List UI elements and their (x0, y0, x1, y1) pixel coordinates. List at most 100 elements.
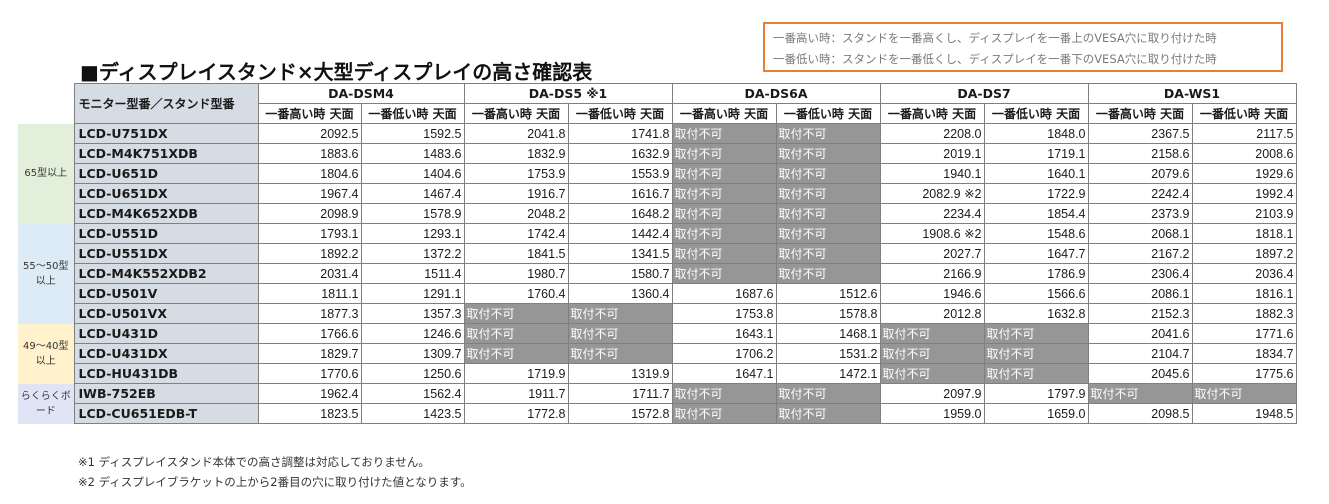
height-value: 1980.7 (463, 263, 569, 284)
unavailable-cell: 取付不可 (671, 163, 777, 184)
height-value: 1772.8 (463, 403, 569, 424)
highest-top-header: 一番高い時 天面 (879, 103, 985, 124)
legend-line-low: 一番低い時：スタンドを一番低くし、ディスプレイを一番下のVESA穴に取り付けた時 (773, 52, 1217, 66)
height-value: 1967.4 (257, 183, 362, 204)
lowest-top-header: 一番低い時 天面 (567, 103, 673, 124)
table-row: LCD-HU431DB 1770.6 1250.6 1719.9 1319.9 1647.… (18, 363, 1297, 384)
unavailable-cell: 取付不可 (567, 343, 673, 364)
height-value: 1472.1 (775, 363, 881, 384)
unavailable-cell: 取付不可 (567, 323, 673, 344)
unavailable-cell: 取付不可 (983, 363, 1089, 384)
model-name: LCD-U431DX (73, 343, 259, 364)
size-group-label: らくらくボード (18, 383, 74, 424)
height-value: 2097.9 (879, 383, 985, 404)
page-title: ■ディスプレイスタンド×大型ディスプレイの高さ確認表 (80, 60, 593, 84)
unavailable-cell: 取付不可 (775, 263, 881, 284)
height-value: 1632.9 (567, 143, 673, 164)
height-value: 1647.7 (983, 243, 1089, 264)
model-name: LCD-U501V (73, 283, 259, 304)
height-value: 1804.6 (257, 163, 362, 184)
footnotes: ※1 ディスプレイスタンド本体での高さ調整は対応しておりません。 ※2 ディスプ… (78, 452, 472, 492)
unavailable-cell: 取付不可 (671, 143, 777, 164)
stand-header: DA-DS7 (879, 83, 1089, 104)
height-value: 1246.6 (360, 323, 465, 344)
model-header: モニター型番／スタンド型番 (73, 83, 259, 124)
unavailable-cell: 取付不可 (1087, 383, 1193, 404)
height-value: 1854.4 (983, 203, 1089, 224)
footnote-2: ※2 ディスプレイブラケットの上から2番目の穴に取り付けた値となります。 (78, 475, 472, 489)
unavailable-cell: 取付不可 (463, 343, 569, 364)
height-value: 1357.3 (360, 303, 465, 324)
unavailable-cell: 取付不可 (671, 383, 777, 404)
unavailable-cell: 取付不可 (775, 203, 881, 224)
unavailable-cell: 取付不可 (671, 123, 777, 144)
height-value: 1897.2 (1191, 243, 1297, 264)
height-value: 1309.7 (360, 343, 465, 364)
height-value: 1962.4 (257, 383, 362, 404)
height-value: 1911.7 (463, 383, 569, 404)
stand-header: DA-WS1 (1087, 83, 1297, 104)
height-value: 2045.6 (1087, 363, 1193, 384)
height-value: 1467.4 (360, 183, 465, 204)
height-value: 2048.2 (463, 203, 569, 224)
height-value: 1719.1 (983, 143, 1089, 164)
height-value: 1293.1 (360, 223, 465, 244)
height-value: 1687.6 (671, 283, 777, 304)
model-name: LCD-U501VX (73, 303, 259, 324)
height-value: 2306.4 (1087, 263, 1193, 284)
height-value: 1760.4 (463, 283, 569, 304)
unavailable-cell: 取付不可 (463, 303, 569, 324)
height-value: 1816.1 (1191, 283, 1297, 304)
height-value: 1548.6 (983, 223, 1089, 244)
height-value: 2234.4 (879, 203, 985, 224)
model-name: LCD-U751DX (73, 123, 259, 144)
unavailable-cell: 取付不可 (1191, 383, 1297, 404)
model-name: LCD-U651D (73, 163, 259, 184)
height-value: 1753.8 (671, 303, 777, 324)
height-value: 2167.2 (1087, 243, 1193, 264)
height-value: 2152.3 (1087, 303, 1193, 324)
lowest-top-header: 一番低い時 天面 (360, 103, 465, 124)
height-value: 1929.6 (1191, 163, 1297, 184)
height-value: 1722.9 (983, 183, 1089, 204)
height-value: 2068.1 (1087, 223, 1193, 244)
height-value: 1578.9 (360, 203, 465, 224)
height-value: 1786.9 (983, 263, 1089, 284)
height-value: 1706.2 (671, 343, 777, 364)
model-name: LCD-HU431DB (73, 363, 259, 384)
height-value: 2367.5 (1087, 123, 1193, 144)
height-value: 1511.4 (360, 263, 465, 284)
height-value: 1823.5 (257, 403, 362, 424)
unavailable-cell: 取付不可 (775, 163, 881, 184)
model-name: LCD-M4K751XDB (73, 143, 259, 164)
height-value: 1946.6 (879, 283, 985, 304)
height-value: 2079.6 (1087, 163, 1193, 184)
height-value: 2008.6 (1191, 143, 1297, 164)
model-name: LCD-U551DX (73, 243, 259, 264)
height-value: 1483.6 (360, 143, 465, 164)
size-group-label: 65型以上 (18, 123, 74, 224)
height-value: 1531.2 (775, 343, 881, 364)
height-value: 1553.9 (567, 163, 673, 184)
table-row: LCD-U501V 1811.1 1291.1 1760.4 1360.4 1687.6 1… (18, 283, 1297, 304)
unavailable-cell: 取付不可 (775, 183, 881, 204)
height-table: モニター型番／スタンド型番 DA-DSM4 DA-DS5 ※1 DA-DS6A DA-D… (18, 83, 1297, 424)
height-value: 2027.7 (879, 243, 985, 264)
height-value: 1566.6 (983, 283, 1089, 304)
height-value: 1360.4 (567, 283, 673, 304)
height-value: 1578.8 (775, 303, 881, 324)
height-value: 1423.5 (360, 403, 465, 424)
height-value: 1892.2 (257, 243, 362, 264)
height-value: 1793.1 (257, 223, 362, 244)
stand-header: DA-DS6A (671, 83, 881, 104)
height-value: 1797.9 (983, 383, 1089, 404)
unavailable-cell: 取付不可 (983, 343, 1089, 364)
height-value: 2036.4 (1191, 263, 1297, 284)
height-value: 1832.9 (463, 143, 569, 164)
height-value: 1711.7 (567, 383, 673, 404)
height-value: 2103.9 (1191, 203, 1297, 224)
unavailable-cell: 取付不可 (671, 403, 777, 424)
height-value: 1908.6 ※2 (879, 223, 985, 244)
height-value: 1775.6 (1191, 363, 1297, 384)
lowest-top-header: 一番低い時 天面 (983, 103, 1089, 124)
